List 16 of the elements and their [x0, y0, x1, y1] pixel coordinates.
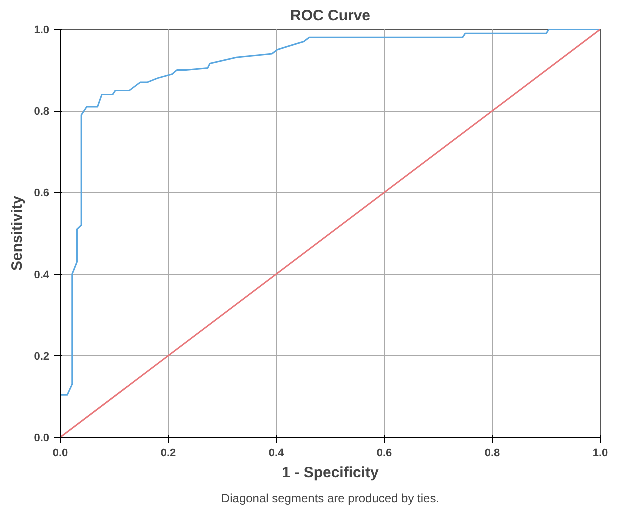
x-axis-title: 1 - Specificity [282, 464, 380, 482]
x-tick-label: 0.2 [160, 448, 176, 460]
y-tick-label: 0.2 [34, 350, 50, 363]
x-tick-label: 0.0 [52, 448, 68, 460]
x-tick-label: 0.8 [484, 448, 500, 460]
y-axis-title: Sensitivity [9, 195, 26, 272]
y-tick-label: 0.8 [34, 106, 50, 118]
chart-title: ROC Curve [290, 8, 371, 24]
y-tick-label: 0.4 [34, 269, 50, 282]
y-tick-label: 1.0 [34, 24, 50, 36]
y-tick-label: 0.6 [34, 188, 50, 200]
text: Diagonal segments are produced by ties. [221, 492, 440, 506]
x-tick-label: 0.6 [376, 448, 392, 460]
x-tick-label: 1.0 [592, 448, 608, 460]
x-tick-label: 0.4 [268, 448, 286, 460]
y-tick-label: 0.0 [34, 432, 50, 444]
